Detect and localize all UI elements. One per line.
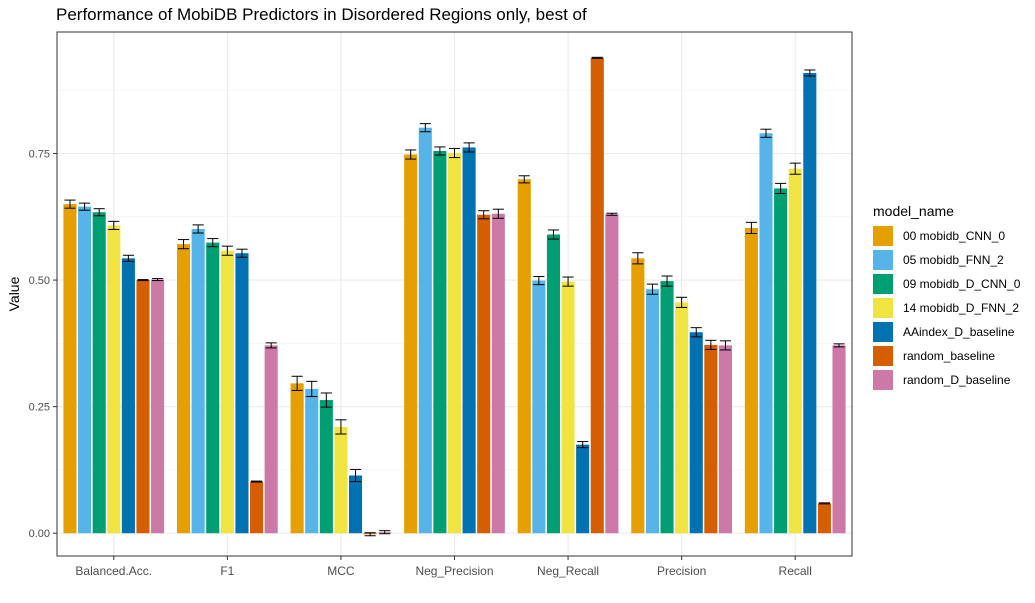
legend-label: 14 mobidb_D_FNN_2: [903, 301, 1020, 315]
bar: [605, 214, 619, 534]
bar: [264, 345, 278, 534]
axes-layer: 0.00 0.25 0.50 0.75 Balanced.Acc. F1 MCC Neg_Pr…: [6, 149, 812, 578]
bar: [803, 73, 817, 534]
legend-swatch: [873, 274, 893, 294]
bar: [660, 281, 674, 534]
legend-label: random_baseline: [903, 349, 996, 363]
bar: [631, 258, 645, 534]
bar: [532, 280, 546, 534]
y-tick-label: 0.25: [29, 402, 50, 414]
legend-swatch: [873, 298, 893, 318]
x-tick-label: F1: [220, 564, 234, 578]
legend-item: AAindex_D_baseline: [873, 320, 1020, 344]
legend-item: random_D_baseline: [873, 368, 1020, 392]
y-tick-label: 0.75: [29, 149, 50, 161]
legend: model_name 00 mobidb_CNN_0 05 mobidb_FNN_…: [873, 203, 1020, 392]
bar: [517, 179, 531, 534]
legend-label: random_D_baseline: [903, 373, 1011, 387]
y-tick-label: 0.50: [29, 275, 50, 287]
bar: [590, 57, 604, 534]
legend-label: 00 mobidb_CNN_0: [903, 229, 1006, 243]
bar: [491, 213, 505, 534]
y-tick-label: 0.00: [29, 528, 50, 540]
x-tick-label: MCC: [327, 564, 355, 578]
bars-layer: [63, 56, 846, 537]
bar: [177, 244, 191, 534]
bar: [689, 332, 703, 534]
bar: [774, 188, 788, 534]
legend-swatch: [873, 250, 893, 270]
legend-swatch: [873, 226, 893, 246]
bar: [250, 481, 264, 534]
bar: [334, 426, 348, 534]
bar: [832, 345, 846, 534]
legend-swatch: [873, 322, 893, 342]
bar: [151, 279, 165, 534]
legend-item: 05 mobidb_FNN_2: [873, 248, 1020, 272]
x-tick-label: Balanced.Acc.: [75, 564, 152, 578]
legend-item: random_baseline: [873, 344, 1020, 368]
bar: [462, 147, 476, 534]
bar: [645, 289, 659, 534]
bar: [477, 214, 491, 534]
bar: [235, 253, 249, 534]
bar: [92, 212, 106, 534]
bar: [718, 345, 732, 534]
bar: [817, 503, 831, 534]
bar: [561, 281, 575, 534]
x-tick-label: Recall: [779, 564, 812, 578]
bar: [63, 204, 77, 534]
bar: [305, 388, 319, 534]
x-tick-label: Neg_Recall: [537, 564, 599, 578]
legend-item: 09 mobidb_D_CNN_0: [873, 272, 1020, 296]
chart-title: Performance of MobiDB Predictors in Diso…: [56, 5, 587, 24]
bar: [319, 400, 333, 534]
legend-title: model_name: [873, 203, 954, 219]
y-axis-label: Value: [6, 276, 22, 311]
bar: [121, 258, 135, 534]
x-tick-label: Neg_Precision: [415, 564, 493, 578]
legend-items: 00 mobidb_CNN_0 05 mobidb_FNN_2 09 mobidb_…: [873, 224, 1020, 392]
legend-label: AAindex_D_baseline: [903, 325, 1015, 339]
bar: [348, 475, 363, 534]
bar: [744, 227, 758, 534]
bar: [220, 250, 234, 534]
legend-label: 09 mobidb_D_CNN_0: [903, 277, 1021, 291]
legend-swatch: [873, 346, 893, 366]
legend-label: 05 mobidb_FNN_2: [903, 253, 1004, 267]
bar: [433, 150, 447, 534]
legend-item: 00 mobidb_CNN_0: [873, 224, 1020, 248]
bar: [576, 444, 590, 534]
bar: [447, 153, 462, 534]
bar: [704, 344, 718, 534]
bar: [107, 225, 121, 534]
x-tick-label: Precision: [657, 564, 706, 578]
bar: [759, 133, 773, 534]
bar: [191, 228, 205, 534]
bar: [546, 234, 561, 534]
bar: [418, 127, 432, 534]
bar: [136, 280, 150, 534]
legend-swatch: [873, 370, 893, 390]
legend-item: 14 mobidb_D_FNN_2: [873, 296, 1020, 320]
bar: [788, 168, 802, 534]
bar: [404, 154, 418, 534]
bar: [78, 206, 92, 534]
bar: [675, 302, 689, 534]
bar: [290, 383, 304, 534]
bar: [206, 242, 220, 534]
